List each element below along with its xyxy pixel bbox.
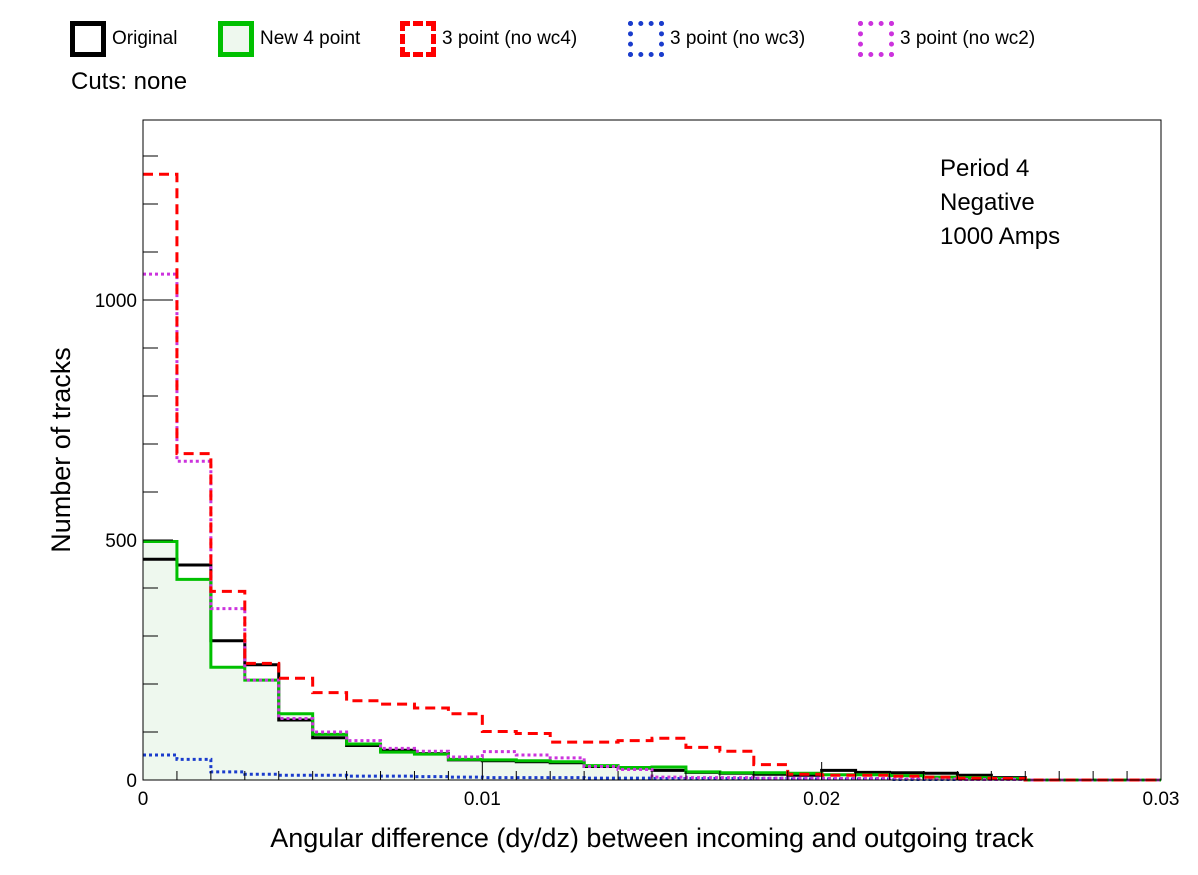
legend-swatch-original (70, 21, 106, 57)
legend-item-new-4-point: New 4 point (218, 14, 360, 64)
x-tick-label: 0 (138, 789, 149, 810)
legend-label: 3 point (no wc2) (900, 28, 1036, 49)
legend-swatch-new-4-point (218, 21, 254, 57)
cuts-label: Cuts: none (71, 68, 188, 95)
y-axis-label: Number of tracks (46, 347, 76, 553)
series-line-3-point-no-wc2 (143, 272, 1161, 782)
series-line-3-point-no-wc4 (143, 172, 1161, 782)
legend-swatch-no-wc2 (858, 21, 894, 57)
run-info-box: Period 4 Negative 1000 Amps (940, 152, 1060, 254)
period-label: Period 4 (940, 155, 1030, 182)
polarity-label: Negative (940, 189, 1035, 216)
filled-area-layer (143, 541, 1161, 780)
new-4-point-fill (143, 541, 1161, 780)
y-tick-label: 1000 (95, 291, 137, 312)
x-tick-label: 0.03 (1143, 789, 1180, 810)
x-axis-label: Angular difference (dy/dz) between incom… (270, 823, 1034, 853)
legend-swatch-no-wc3 (628, 21, 664, 57)
legend-label: Original (112, 28, 178, 49)
series-layer (143, 172, 1161, 782)
x-tick-label: 0.01 (464, 789, 501, 810)
legend-item-no-wc2: 3 point (no wc2) (858, 14, 1035, 64)
legend-label: 3 point (no wc4) (442, 28, 578, 49)
axes-layer: 0 0.01 0.02 0.03 0 500 1000 (95, 155, 1180, 810)
x-tick-label: 0.02 (803, 789, 840, 810)
y-tick-label: 0 (126, 771, 137, 792)
legend-item-no-wc3: 3 point (no wc3) (628, 14, 805, 64)
legend-item-original: Original (70, 14, 177, 64)
current-label: 1000 Amps (940, 223, 1061, 250)
legend-item-no-wc4: 3 point (no wc4) (400, 14, 577, 64)
legend-swatch-no-wc4 (400, 21, 436, 57)
y-tick-label: 500 (105, 531, 137, 552)
legend-label: 3 point (no wc3) (670, 28, 806, 49)
legend-label: New 4 point (260, 28, 361, 49)
